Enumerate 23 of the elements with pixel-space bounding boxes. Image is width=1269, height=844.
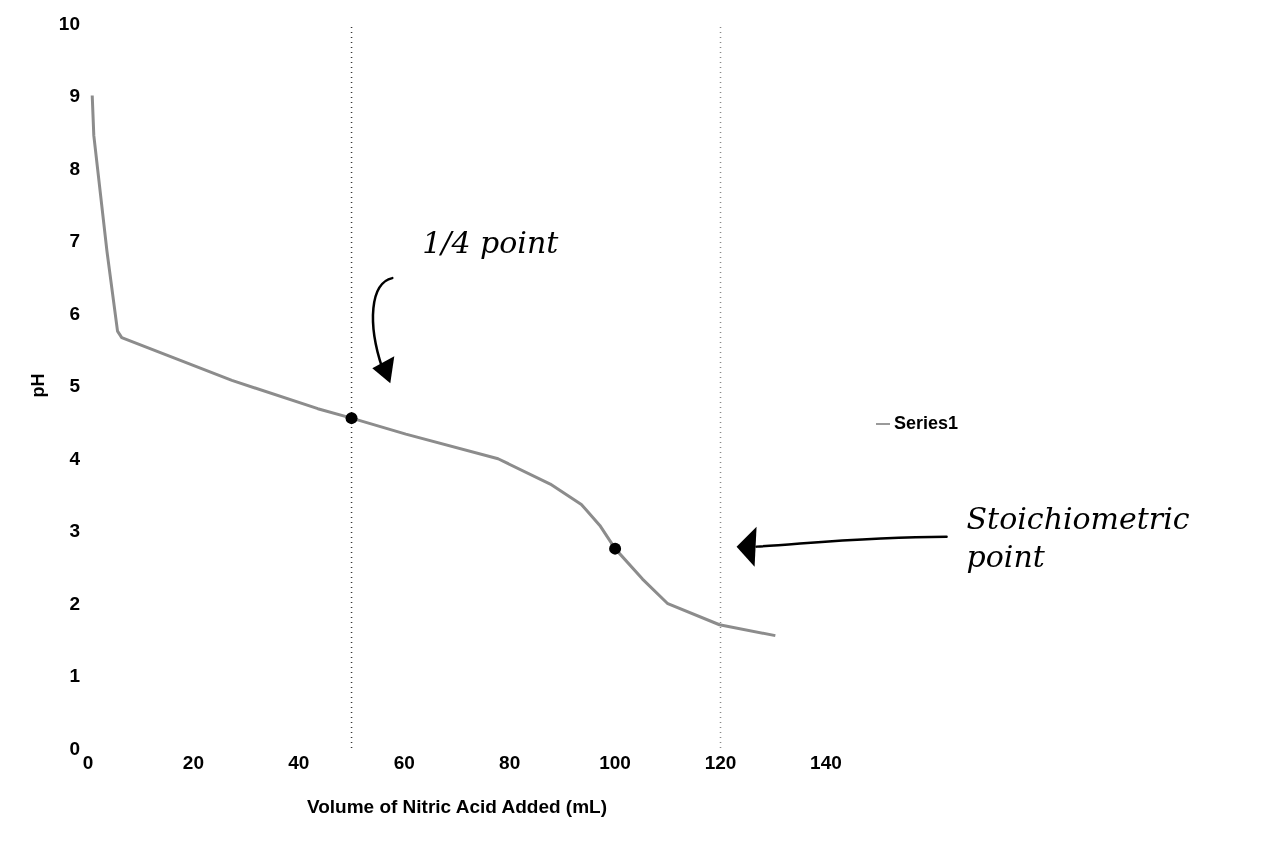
y-tick-label: 5 bbox=[69, 375, 81, 397]
legend-label: Series1 bbox=[893, 412, 958, 433]
x-tick-label: 100 bbox=[599, 752, 631, 774]
x-tick-label: 80 bbox=[499, 752, 521, 774]
x-axis-title: Volume of Nitric Acid Added (mL) bbox=[306, 796, 608, 817]
x-tick-label: 40 bbox=[288, 752, 310, 774]
y-tick-label: 1 bbox=[69, 665, 81, 687]
y-tick-label: 7 bbox=[69, 230, 80, 252]
y-tick-label: 8 bbox=[69, 157, 80, 179]
y-tick-label: 2 bbox=[69, 592, 80, 614]
y-tick-label: 10 bbox=[58, 12, 80, 34]
x-tick-label: 140 bbox=[810, 752, 842, 774]
y-tick-label: 9 bbox=[69, 85, 80, 107]
x-tick-label: 60 bbox=[393, 752, 415, 774]
annotation: 1/4 point bbox=[422, 225, 560, 261]
y-tick-label: 4 bbox=[69, 447, 81, 469]
y-tick-label: 0 bbox=[69, 737, 80, 759]
x-tick-label: 20 bbox=[182, 752, 204, 774]
y-tick-label: 3 bbox=[69, 520, 80, 542]
y-axis-title: pH bbox=[28, 373, 49, 398]
text: Stoichiometric point bbox=[966, 500, 1190, 574]
y-tick-label: 6 bbox=[69, 302, 80, 324]
x-tick-label: 120 bbox=[704, 752, 737, 774]
